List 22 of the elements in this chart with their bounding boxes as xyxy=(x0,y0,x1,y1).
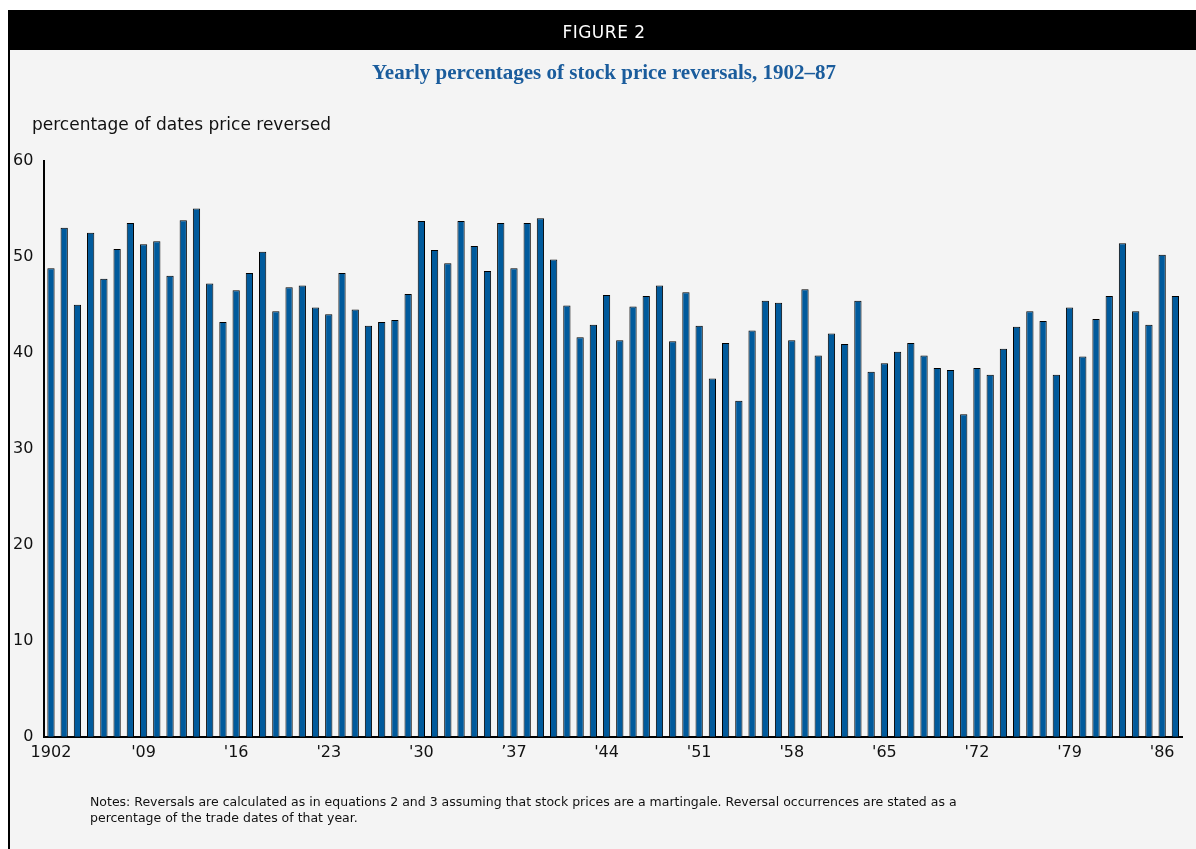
x-tick-label: '30 xyxy=(408,741,434,761)
y-tick-label: 60 xyxy=(13,149,34,169)
x-tick-label: '58 xyxy=(779,741,805,761)
chart-subtitle: FIGURE 2 xyxy=(10,10,1196,50)
x-tick-label: '16 xyxy=(223,741,249,761)
y-tick-label: 40 xyxy=(13,341,34,361)
x-tick-label: '86 xyxy=(1149,741,1175,761)
y-tick-label: 10 xyxy=(13,629,34,649)
y-tick-label: 20 xyxy=(13,533,34,553)
x-tick-label: '44 xyxy=(594,741,619,761)
y-axis-title: percentage of dates price reversed xyxy=(32,114,331,134)
x-tick-label: '79 xyxy=(1057,741,1082,761)
chart-title: Yearly percentages of stock price reversals, 1902–87 xyxy=(371,60,837,85)
text: Notes: Reversals are calculated as in equations 2 and 3 assuming that stock prices are a martingale. Reversal occurrences are stated as a percentage of the trade dates of that year. xyxy=(90,794,958,826)
x-tick-label: '23 xyxy=(316,741,342,761)
x-tick-label: '65 xyxy=(871,741,897,761)
y-tick-label: 30 xyxy=(13,437,34,457)
x-tick-label: '09 xyxy=(131,741,156,761)
x-tick-label: '51 xyxy=(686,741,712,761)
x-tick-label: '72 xyxy=(964,741,990,761)
x-tick-label: ’37 xyxy=(501,741,527,761)
y-tick-label: 50 xyxy=(13,245,34,265)
